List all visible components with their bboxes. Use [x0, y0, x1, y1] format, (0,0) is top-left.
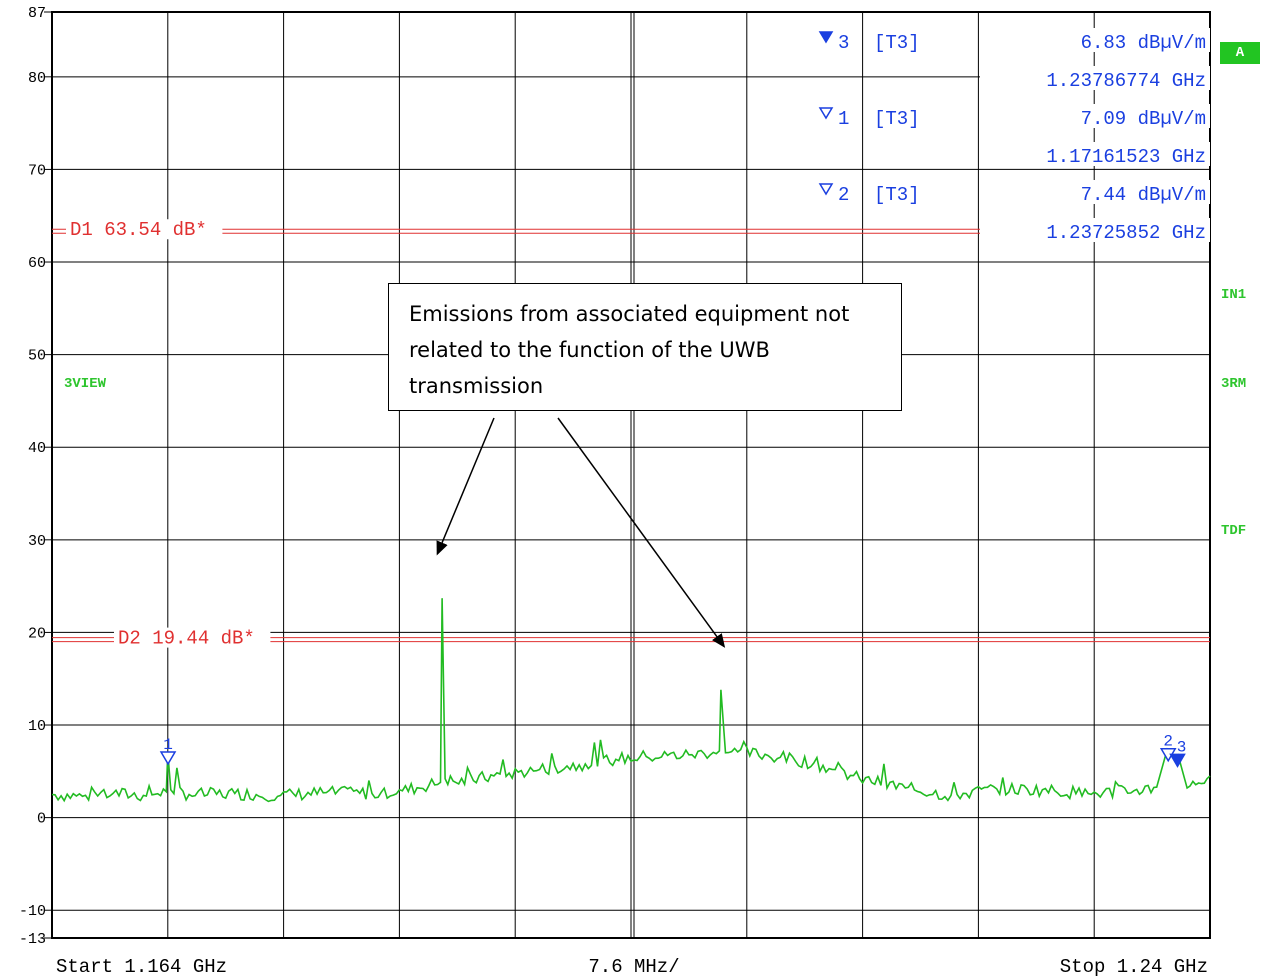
y-tick-label: 80 [28, 70, 46, 87]
trace-marker-number: 1 [163, 736, 173, 754]
y-tick-label: 0 [37, 811, 46, 828]
marker-table-number: 3 [838, 32, 849, 54]
marker-level-bg [1034, 28, 1210, 52]
trace-marker-hollow-icon [159, 751, 177, 766]
marker-filled-icon [818, 31, 834, 44]
marker-freq-bg [980, 66, 1210, 90]
marker-level-bg [1034, 104, 1210, 128]
marker-hollow-icon [818, 107, 834, 120]
marker-table-trace: [T3] [874, 32, 920, 54]
display-line-label: D2 19.44 dB* [118, 628, 255, 650]
marker-table-level: 6.83 dBµV/m [1081, 32, 1206, 54]
x-start-label: Start 1.164 GHz [56, 956, 227, 978]
annotation-arrow [557, 417, 726, 648]
y-tick-label: 10 [28, 718, 46, 735]
marker-table-frequency: 1.23725852 GHz [1046, 222, 1206, 244]
spectrum-trace [51, 598, 1211, 803]
display-line-label-bg [66, 219, 223, 240]
y-tick-label: 30 [28, 533, 46, 550]
y-tick-label: 87 [28, 5, 46, 22]
marker-table-level: 7.44 dBµV/m [1081, 184, 1206, 206]
side-label-tdf: TDF [1221, 523, 1247, 539]
marker-table-number: 2 [838, 184, 849, 206]
display-line-label-bg [114, 627, 271, 648]
x-stop-label: Stop 1.24 GHz [1060, 956, 1208, 978]
display-line-label: D1 63.54 dB* [70, 219, 207, 241]
marker-table-trace: [T3] [874, 108, 920, 130]
y-tick-label: -10 [19, 903, 46, 920]
marker-level-bg [1034, 180, 1210, 204]
annotation-arrow [436, 417, 495, 556]
trace-badge-a: A [1220, 42, 1260, 64]
marker-table-number: 1 [838, 108, 849, 130]
side-label-in1: IN1 [1221, 287, 1247, 303]
marker-table-trace: [T3] [874, 184, 920, 206]
marker-hollow-icon [818, 183, 834, 196]
marker-table-level: 7.09 dBµV/m [1081, 108, 1206, 130]
marker-table-frequency: 1.17161523 GHz [1046, 146, 1206, 168]
y-tick-label: 60 [28, 255, 46, 272]
y-tick-label: 40 [28, 440, 46, 457]
y-tick-label: 50 [28, 348, 46, 365]
marker-table-frequency: 1.23786774 GHz [1046, 70, 1206, 92]
y-tick-label: -13 [19, 931, 46, 948]
side-label-3rm: 3RM [1221, 376, 1247, 392]
trace-marker-number: 2 [1163, 733, 1173, 751]
x-division-label: 7.6 MHz/ [588, 956, 679, 978]
annotation-text: Emissions from associated equipment not … [409, 302, 850, 398]
annotation-callout: Emissions from associated equipment not … [388, 283, 902, 411]
marker-freq-bg [980, 218, 1210, 242]
trace-marker-number: 3 [1177, 738, 1187, 756]
y-tick-label: 20 [28, 625, 46, 642]
y-tick-label: 70 [28, 162, 46, 179]
trace-marker-filled-icon [1169, 753, 1186, 768]
side-label-3view: 3VIEW [64, 376, 107, 392]
marker-freq-bg [980, 142, 1210, 166]
